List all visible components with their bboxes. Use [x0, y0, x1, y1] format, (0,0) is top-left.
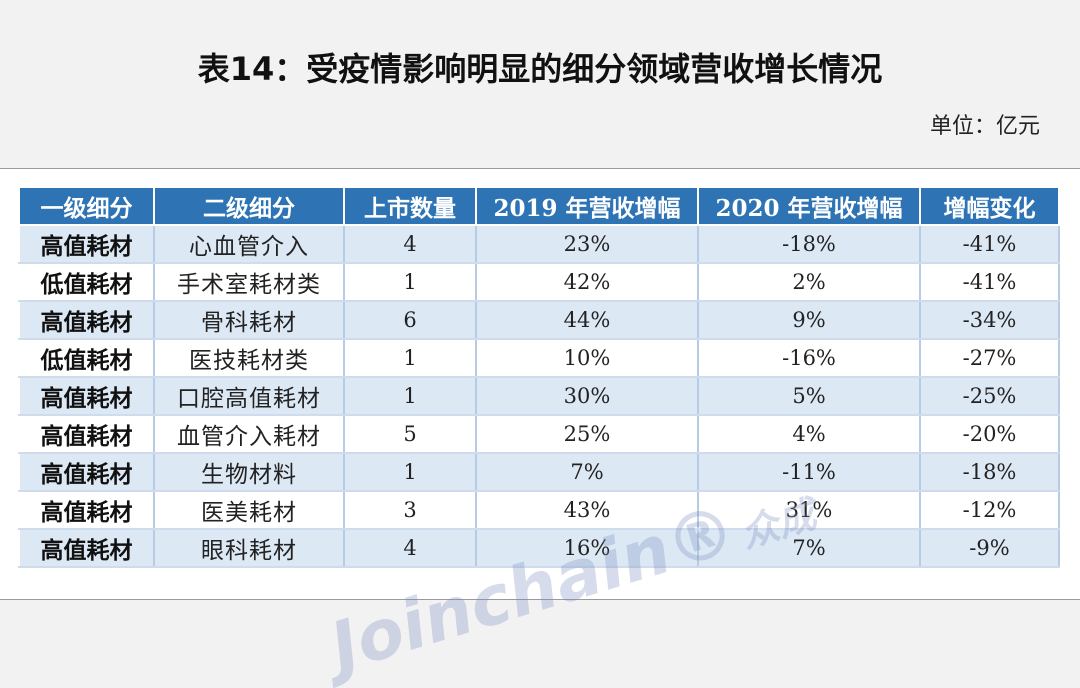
change-cell: -18%	[919, 452, 1060, 492]
growth-2020-cell: -11%	[697, 452, 921, 492]
change-cell: -41%	[919, 262, 1060, 302]
column-header-count: 上市数量	[343, 186, 477, 226]
level1-cell: 低值耗材	[18, 262, 155, 302]
level2-cell: 血管介入耗材	[153, 414, 345, 454]
change-cell: -25%	[919, 376, 1060, 416]
growth-2020-cell: 31%	[697, 490, 921, 530]
table-row: 高值耗材 生物材料 1 7% -11% -18%	[18, 452, 1060, 492]
unit-label: 单位：亿元	[929, 114, 1040, 139]
page-title: 表14：受疫情影响明显的细分领域营收增长情况	[197, 50, 883, 88]
change-cell: -12%	[919, 490, 1060, 530]
growth-2019-cell: 30%	[475, 376, 699, 416]
count-cell: 1	[343, 376, 477, 416]
level1-cell: 高值耗材	[18, 528, 155, 568]
count-cell: 5	[343, 414, 477, 454]
change-cell: -41%	[919, 224, 1060, 264]
level2-cell: 心血管介入	[153, 224, 345, 264]
count-cell: 1	[343, 452, 477, 492]
growth-2019-cell: 44%	[475, 300, 699, 340]
table-row: 高值耗材 口腔高值耗材 1 30% 5% -25%	[18, 376, 1060, 416]
level1-cell: 高值耗材	[18, 452, 155, 492]
growth-2019-cell: 42%	[475, 262, 699, 302]
growth-2019-cell: 43%	[475, 490, 699, 530]
level1-cell: 高值耗材	[18, 490, 155, 530]
growth-2019-cell: 10%	[475, 338, 699, 378]
growth-2020-cell: 4%	[697, 414, 921, 454]
growth-table: 一级细分 二级细分 上市数量 2019 年营收增幅 2020 年营收增幅 增幅变…	[18, 186, 1060, 568]
level1-cell: 低值耗材	[18, 338, 155, 378]
change-cell: -20%	[919, 414, 1060, 454]
table-row: 低值耗材 手术室耗材类 1 42% 2% -41%	[18, 262, 1060, 302]
growth-2019-cell: 25%	[475, 414, 699, 454]
change-cell: -27%	[919, 338, 1060, 378]
table-header-row: 一级细分 二级细分 上市数量 2019 年营收增幅 2020 年营收增幅 增幅变…	[18, 186, 1060, 226]
growth-2020-cell: 2%	[697, 262, 921, 302]
level2-cell: 口腔高值耗材	[153, 376, 345, 416]
level1-cell: 高值耗材	[18, 224, 155, 264]
table-row: 高值耗材 眼科耗材 4 16% 7% -9%	[18, 528, 1060, 568]
column-header-growth-2019: 2019 年营收增幅	[475, 186, 699, 226]
level1-cell: 高值耗材	[18, 414, 155, 454]
column-header-change: 增幅变化	[919, 186, 1060, 226]
count-cell: 4	[343, 528, 477, 568]
growth-2020-cell: 7%	[697, 528, 921, 568]
column-header-level2: 二级细分	[153, 186, 345, 226]
growth-2019-cell: 16%	[475, 528, 699, 568]
count-cell: 6	[343, 300, 477, 340]
count-cell: 4	[343, 224, 477, 264]
table-row: 高值耗材 心血管介入 4 23% -18% -41%	[18, 224, 1060, 264]
count-cell: 1	[343, 262, 477, 302]
table-row: 低值耗材 医技耗材类 1 10% -16% -27%	[18, 338, 1060, 378]
growth-2020-cell: 5%	[697, 376, 921, 416]
level1-cell: 高值耗材	[18, 376, 155, 416]
level2-cell: 手术室耗材类	[153, 262, 345, 302]
table-panel: 一级细分 二级细分 上市数量 2019 年营收增幅 2020 年营收增幅 增幅变…	[0, 168, 1080, 688]
growth-2020-cell: -16%	[697, 338, 921, 378]
table-row: 高值耗材 医美耗材 3 43% 31% -12%	[18, 490, 1060, 530]
change-cell: -9%	[919, 528, 1060, 568]
table-row: 高值耗材 骨科耗材 6 44% 9% -34%	[18, 300, 1060, 340]
level2-cell: 骨科耗材	[153, 300, 345, 340]
growth-2020-cell: -18%	[697, 224, 921, 264]
column-header-level1: 一级细分	[18, 186, 155, 226]
growth-2020-cell: 9%	[697, 300, 921, 340]
level1-cell: 高值耗材	[18, 300, 155, 340]
report-header: 表14：受疫情影响明显的细分领域营收增长情况 单位：亿元	[0, 0, 1080, 168]
growth-2019-cell: 7%	[475, 452, 699, 492]
level2-cell: 生物材料	[153, 452, 345, 492]
table-row: 高值耗材 血管介入耗材 5 25% 4% -20%	[18, 414, 1060, 454]
level2-cell: 医技耗材类	[153, 338, 345, 378]
level2-cell: 医美耗材	[153, 490, 345, 530]
growth-2019-cell: 23%	[475, 224, 699, 264]
count-cell: 1	[343, 338, 477, 378]
column-header-growth-2020: 2020 年营收增幅	[697, 186, 921, 226]
change-cell: -34%	[919, 300, 1060, 340]
count-cell: 3	[343, 490, 477, 530]
level2-cell: 眼科耗材	[153, 528, 345, 568]
